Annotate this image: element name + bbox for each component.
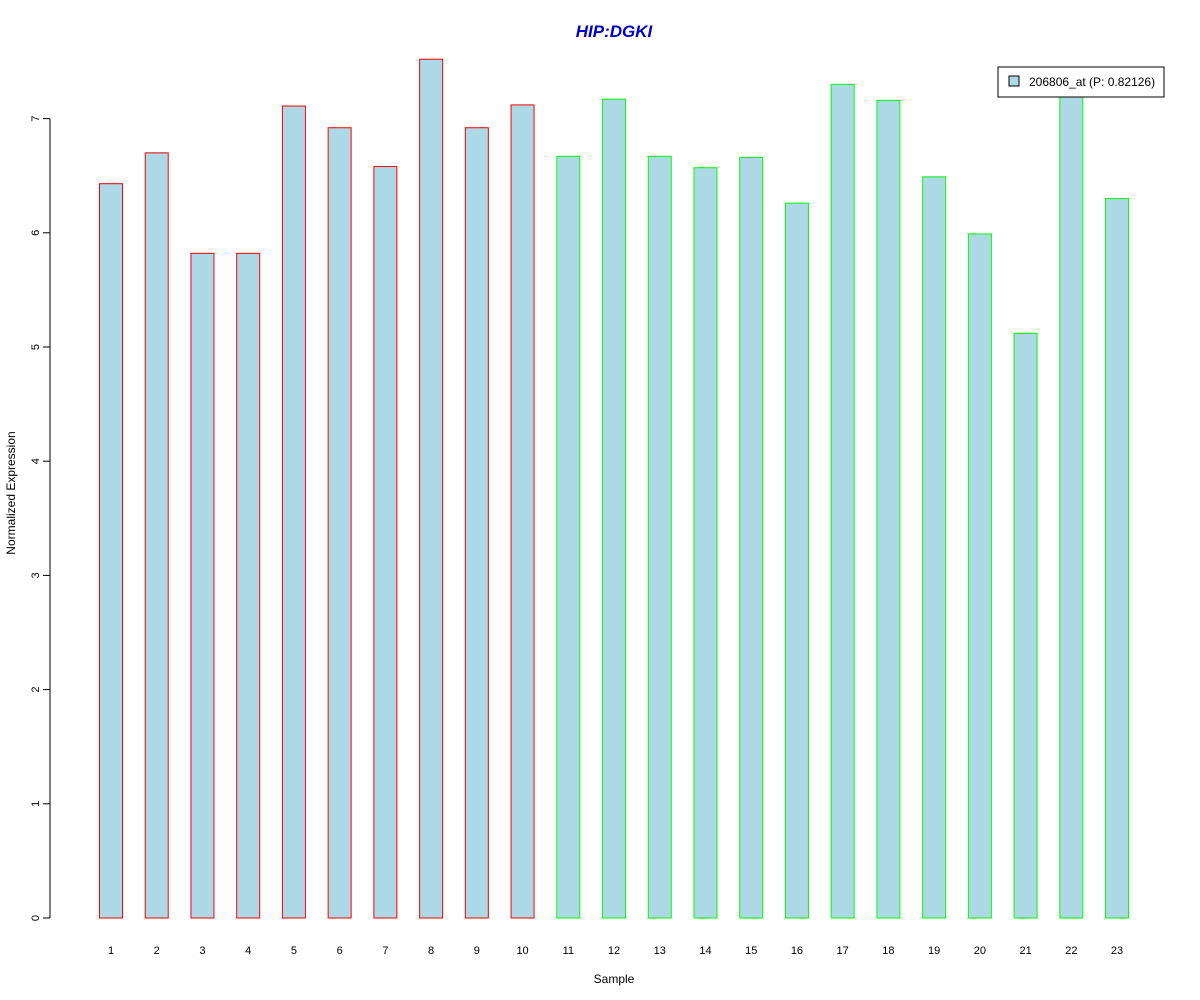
bar-sample-4 xyxy=(236,252,261,919)
bar-sample-18 xyxy=(876,99,901,919)
x-axis-tick-label: 6 xyxy=(337,945,343,957)
x-axis-tick-labels: 1 2 3 4 5 6 7 8 9 10 11 12 13 14 15 16 17 18 19 20 21 22 23 xyxy=(108,945,1123,957)
x-axis-tick-label: 16 xyxy=(791,945,803,957)
x-axis-tick-label: 7 xyxy=(382,945,388,957)
x-axis-tick-label: 17 xyxy=(837,945,849,957)
legend-label: 206806_at (P: 0.82126) xyxy=(1029,75,1155,89)
y-axis-tick-label: 1 xyxy=(30,801,42,807)
y-axis-tick-label: 4 xyxy=(30,458,42,464)
bar-sample-10 xyxy=(510,104,535,919)
x-axis-tick-label: 5 xyxy=(291,945,297,957)
bar-sample-5 xyxy=(281,105,306,919)
x-axis-tick-label: 11 xyxy=(563,945,574,957)
bar-sample-12 xyxy=(602,98,627,919)
x-axis-tick-label: 13 xyxy=(654,945,666,957)
bar-sample-11 xyxy=(556,155,581,919)
bar-sample-20 xyxy=(967,233,992,919)
bar-sample-17 xyxy=(830,83,855,919)
y-axis-tick-label: 0 xyxy=(30,915,42,921)
bar-sample-13 xyxy=(647,155,672,919)
x-axis-tick-label: 23 xyxy=(1111,945,1123,957)
x-axis-tick-label: 1 xyxy=(108,945,114,957)
x-axis-tick-label: 22 xyxy=(1065,945,1077,957)
bar-sample-9 xyxy=(464,127,489,919)
x-axis-tick-label: 4 xyxy=(245,945,251,957)
bar-sample-23 xyxy=(1105,198,1130,919)
bar-sample-2 xyxy=(144,152,169,919)
x-axis-tick-label: 2 xyxy=(154,945,160,957)
bar-sample-14 xyxy=(693,167,718,919)
y-axis-tick-label: 7 xyxy=(30,116,42,122)
y-axis-tick-label: 5 xyxy=(30,344,42,350)
bars xyxy=(99,58,1130,919)
bar-sample-7 xyxy=(373,166,398,919)
y-axis-tick-label: 6 xyxy=(30,230,42,236)
bar-sample-22 xyxy=(1059,95,1084,919)
x-axis-tick-label: 18 xyxy=(882,945,894,957)
bar-sample-6 xyxy=(327,127,352,919)
bar-sample-21 xyxy=(1013,332,1038,919)
bar-sample-16 xyxy=(784,202,809,919)
bar-sample-19 xyxy=(922,176,947,919)
y-axis-tick-label: 3 xyxy=(30,572,42,578)
x-axis-label: Sample xyxy=(594,972,635,986)
y-axis: 0 1 2 3 4 5 6 7 xyxy=(30,116,51,921)
x-axis-tick-label: 10 xyxy=(516,945,528,957)
x-axis-tick-label: 21 xyxy=(1019,945,1031,957)
bar-sample-3 xyxy=(190,252,215,919)
y-axis-label: Normalized Expression xyxy=(4,431,18,554)
x-axis-tick-label: 15 xyxy=(745,945,757,957)
x-axis-tick-label: 3 xyxy=(199,945,205,957)
legend: 206806_at (P: 0.82126) xyxy=(997,66,1165,98)
x-axis-tick-label: 12 xyxy=(608,945,620,957)
x-axis-tick-label: 20 xyxy=(974,945,986,957)
bar-sample-15 xyxy=(739,156,764,919)
x-axis-tick-label: 9 xyxy=(474,945,480,957)
legend-swatch xyxy=(1008,75,1020,87)
x-axis-tick-label: 14 xyxy=(699,945,711,957)
x-axis-tick-label: 19 xyxy=(928,945,940,957)
x-axis-tick-label: 8 xyxy=(428,945,434,957)
legend-box xyxy=(997,66,1165,98)
bar-sample-1 xyxy=(99,183,123,919)
y-axis-tick-label: 2 xyxy=(30,687,42,693)
chart-title: HIP:DGKI xyxy=(576,22,654,41)
bar-sample-8 xyxy=(419,58,444,919)
